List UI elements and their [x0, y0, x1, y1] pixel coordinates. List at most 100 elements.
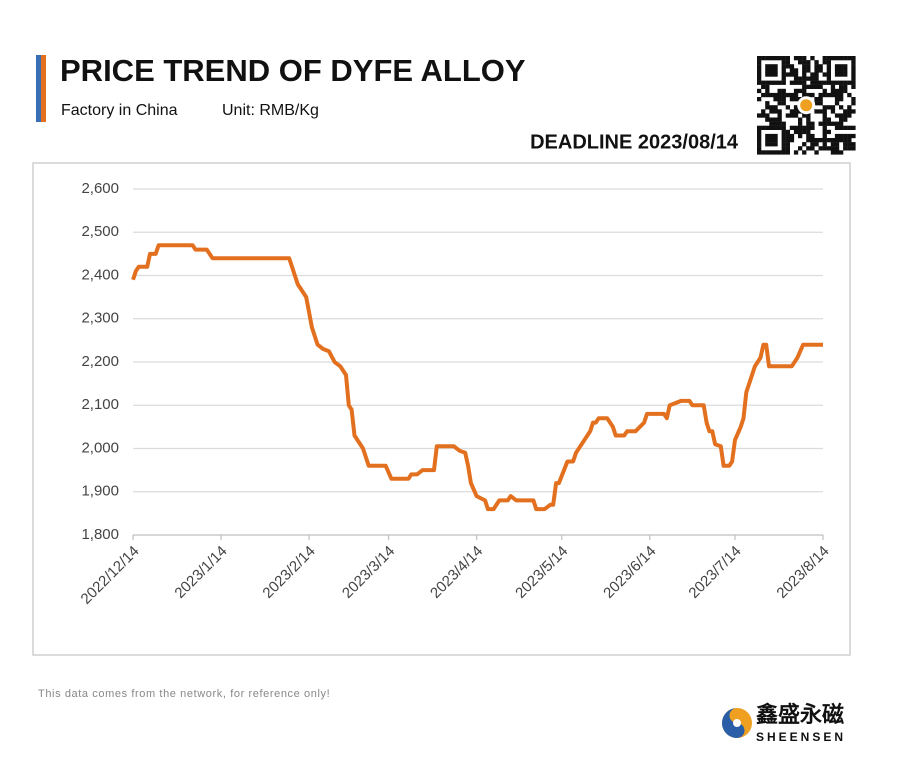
qr-cell	[843, 72, 848, 77]
qr-cell	[773, 133, 778, 139]
qr-cell	[847, 92, 852, 98]
qr-cell	[777, 109, 782, 114]
qr-cell	[822, 80, 827, 85]
qr-cell	[773, 150, 778, 155]
qr-cell	[785, 105, 790, 110]
qr-cell	[798, 60, 803, 65]
qr-cell	[851, 56, 856, 61]
qr-cell	[822, 125, 827, 130]
qr-cell	[843, 56, 848, 61]
qr-cell	[818, 97, 823, 102]
qr-cell	[781, 60, 786, 65]
qr-logo	[800, 99, 813, 112]
qr-cell	[834, 125, 840, 130]
qr-cell	[806, 68, 811, 73]
qr-cell	[793, 92, 799, 98]
qr-cell	[810, 146, 815, 151]
qr-cell	[765, 72, 770, 77]
qr-cell	[806, 133, 811, 139]
qr-cell	[834, 138, 840, 143]
qr-cell	[830, 84, 836, 89]
qr-cell	[822, 142, 827, 147]
unit: Unit: RMB/Kg	[222, 102, 319, 119]
qr-cell	[847, 56, 852, 61]
qr-cell	[806, 121, 811, 126]
qr-cell	[822, 88, 827, 94]
qr-cell	[851, 76, 856, 81]
qr-cell	[765, 84, 770, 89]
qr-cell	[818, 138, 823, 143]
qr-cell	[818, 101, 823, 106]
qr-cell	[814, 84, 819, 89]
qr-cell	[777, 97, 782, 102]
qr-cell	[834, 121, 840, 126]
qr-cell	[761, 92, 766, 98]
qr-cell	[757, 125, 762, 130]
qr-cell	[798, 76, 803, 81]
qr-cell	[834, 101, 840, 106]
qr-cell	[761, 56, 766, 61]
qr-cell	[839, 117, 844, 122]
qr-cell	[806, 84, 811, 89]
qr-cell	[757, 133, 762, 139]
qr-cell	[761, 84, 766, 89]
qr-cell	[843, 68, 848, 73]
qr-cell	[769, 56, 774, 61]
qr-cell	[761, 113, 766, 118]
qr-cell	[761, 125, 766, 130]
qr-cell	[773, 97, 778, 102]
qr-cell	[757, 76, 762, 81]
qr-cell	[851, 72, 856, 77]
qr-cell	[781, 72, 786, 77]
qr-cell	[765, 101, 770, 106]
deadline: DEADLINE 2023/08/14	[530, 131, 739, 153]
qr-cell	[785, 129, 790, 135]
qr-cell	[822, 121, 827, 126]
qr-cell	[769, 133, 774, 139]
qr-cell	[839, 105, 844, 110]
qr-cell	[802, 125, 807, 130]
qr-cell	[798, 133, 803, 139]
qr-cell	[839, 72, 844, 77]
qr-cell	[781, 76, 786, 81]
qr-cell	[814, 68, 819, 73]
qr-cell	[806, 113, 811, 118]
qr-cell	[818, 80, 823, 85]
qr-cell	[773, 125, 778, 130]
qr-cell	[806, 76, 811, 81]
qr-cell	[765, 150, 770, 155]
qr-cell	[789, 138, 795, 143]
qr-cell	[781, 68, 786, 73]
qr-cell	[847, 133, 852, 139]
qr-cell	[793, 76, 799, 81]
qr-cell	[769, 92, 774, 98]
qr-cell	[773, 117, 778, 122]
qr-cell	[789, 68, 795, 73]
qr-cell	[798, 80, 803, 85]
qr-cell	[781, 92, 786, 98]
qr-cell	[765, 92, 770, 98]
qr-cell	[826, 80, 831, 85]
qr-cell	[826, 105, 831, 110]
qr-cell	[777, 117, 782, 122]
qr-cell	[830, 142, 836, 147]
qr-cell	[757, 72, 762, 77]
qr-cell	[814, 60, 819, 65]
qr-cell	[851, 146, 856, 151]
qr-cell	[761, 150, 766, 155]
qr-cell	[757, 142, 762, 147]
qr-cell	[830, 150, 836, 155]
qr-cell	[757, 88, 762, 94]
y-tick-label: 2,300	[81, 310, 119, 327]
qr-cell	[826, 146, 831, 151]
subtitle: Factory in China	[61, 102, 178, 119]
qr-cell	[773, 80, 778, 85]
qr-cell	[802, 92, 807, 98]
x-tick-label: 2022/12/14	[78, 543, 143, 608]
qr-cell	[822, 113, 827, 118]
qr-cell	[785, 56, 790, 61]
qr-cell	[851, 142, 856, 147]
qr-cell	[826, 138, 831, 143]
qr-cell	[785, 92, 790, 98]
